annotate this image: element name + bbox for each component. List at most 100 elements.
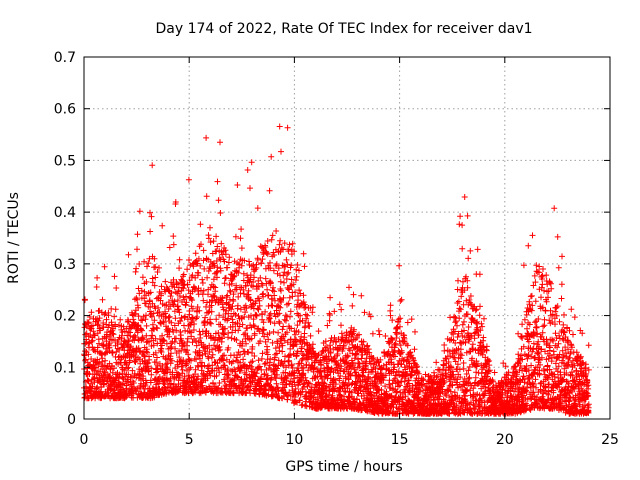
data-point bbox=[404, 370, 411, 377]
data-point bbox=[272, 297, 278, 304]
data-point bbox=[295, 329, 302, 335]
data-point bbox=[224, 292, 231, 299]
data-point bbox=[259, 282, 266, 289]
data-point bbox=[145, 359, 152, 366]
data-point bbox=[350, 291, 357, 298]
data-point bbox=[207, 316, 214, 323]
data-point bbox=[219, 295, 226, 302]
data-point bbox=[293, 273, 300, 280]
data-point bbox=[288, 262, 295, 269]
data-point bbox=[165, 325, 172, 332]
data-point bbox=[168, 357, 175, 364]
data-point bbox=[197, 331, 204, 338]
data-point bbox=[252, 373, 259, 380]
data-point bbox=[249, 343, 256, 350]
data-point bbox=[226, 254, 233, 261]
data-point bbox=[205, 309, 212, 316]
data-point bbox=[400, 357, 407, 364]
data-point bbox=[441, 379, 448, 386]
data-point bbox=[277, 237, 284, 244]
data-point bbox=[152, 274, 159, 281]
data-point bbox=[283, 381, 290, 388]
data-point bbox=[295, 297, 302, 304]
data-point bbox=[367, 389, 374, 396]
data-point bbox=[182, 302, 189, 309]
data-point bbox=[376, 331, 383, 338]
data-point bbox=[281, 262, 287, 269]
data-point bbox=[253, 261, 260, 268]
data-point bbox=[235, 313, 242, 319]
data-point bbox=[110, 331, 117, 338]
data-point bbox=[171, 298, 178, 305]
data-point bbox=[464, 311, 471, 318]
data-point bbox=[292, 277, 299, 284]
data-point bbox=[278, 287, 284, 294]
data-point bbox=[265, 292, 272, 299]
data-point bbox=[296, 267, 302, 274]
data-point bbox=[197, 221, 204, 228]
data-point bbox=[287, 352, 294, 358]
data-point bbox=[201, 372, 208, 379]
data-point bbox=[460, 365, 467, 372]
data-point bbox=[103, 316, 110, 323]
data-point bbox=[324, 322, 331, 329]
data-point bbox=[141, 295, 148, 302]
data-point bbox=[154, 269, 161, 275]
data-point bbox=[461, 327, 467, 334]
data-point bbox=[327, 349, 334, 356]
data-point bbox=[288, 276, 295, 283]
data-point bbox=[130, 390, 137, 397]
data-point bbox=[258, 355, 265, 362]
data-point bbox=[270, 267, 277, 274]
data-point bbox=[402, 366, 409, 373]
data-point bbox=[300, 371, 307, 378]
data-point bbox=[243, 371, 250, 378]
data-point bbox=[93, 385, 100, 392]
data-point bbox=[247, 272, 254, 279]
data-point bbox=[273, 380, 280, 387]
data-point bbox=[180, 377, 187, 384]
data-point bbox=[332, 376, 338, 383]
data-point bbox=[96, 315, 103, 322]
data-point bbox=[298, 357, 305, 363]
data-point bbox=[218, 240, 225, 247]
data-point bbox=[297, 391, 304, 398]
data-point bbox=[222, 251, 229, 258]
data-point bbox=[286, 286, 293, 293]
data-point bbox=[387, 302, 394, 309]
data-point bbox=[464, 284, 471, 291]
data-point bbox=[130, 380, 137, 386]
data-point bbox=[215, 197, 222, 204]
data-point bbox=[256, 297, 263, 304]
data-point bbox=[203, 193, 210, 200]
data-point bbox=[271, 292, 278, 299]
data-point bbox=[469, 341, 476, 348]
data-point bbox=[170, 233, 177, 240]
data-point bbox=[138, 326, 145, 333]
data-point bbox=[274, 385, 281, 392]
data-point bbox=[282, 312, 289, 319]
data-point bbox=[294, 262, 301, 268]
data-point bbox=[132, 310, 138, 317]
data-point bbox=[475, 332, 482, 339]
data-point bbox=[281, 279, 287, 286]
data-point bbox=[178, 347, 185, 354]
data-point bbox=[296, 397, 303, 404]
data-point bbox=[93, 284, 100, 290]
data-point bbox=[396, 262, 403, 269]
data-point bbox=[446, 410, 453, 417]
data-point bbox=[260, 290, 267, 297]
data-point bbox=[156, 374, 163, 380]
data-point bbox=[457, 374, 464, 381]
data-point bbox=[101, 263, 108, 270]
data-point bbox=[166, 313, 173, 320]
data-point bbox=[140, 373, 147, 380]
data-point bbox=[237, 306, 244, 313]
data-point bbox=[396, 382, 403, 389]
data-point bbox=[108, 322, 115, 329]
data-point bbox=[109, 330, 116, 337]
data-point bbox=[336, 301, 343, 308]
data-point bbox=[247, 297, 254, 304]
data-point bbox=[192, 274, 199, 281]
data-point bbox=[458, 352, 465, 359]
